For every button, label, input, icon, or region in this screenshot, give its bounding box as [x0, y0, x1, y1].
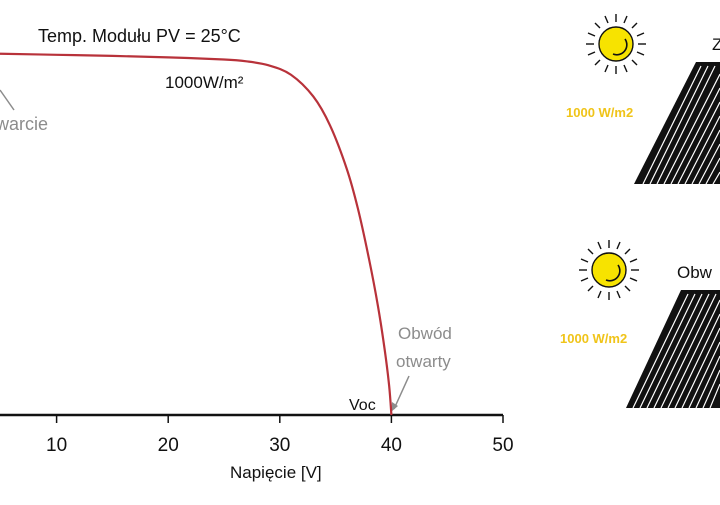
- bottom-panel-label: Obw: [677, 263, 713, 282]
- top-illustration: 1000 W/m2 Z: [566, 14, 720, 185]
- top-irradiance-label: 1000 W/m2: [566, 105, 633, 120]
- x-tick-label: 40: [381, 435, 402, 456]
- short-circuit-arrow: [0, 89, 15, 111]
- open-circuit-arrow: [393, 375, 410, 410]
- open-circuit-label-line1: Obwód: [398, 324, 452, 343]
- chart-title: Temp. Modułu PV = 25°C: [38, 26, 241, 46]
- x-axis-label: Napięcie [V]: [230, 463, 322, 482]
- series-label: 1000W/m²: [165, 73, 244, 92]
- bottom-illustration: 1000 W/m2 Obw: [560, 240, 720, 409]
- voc-label: Voc: [349, 397, 376, 414]
- sun-icon: [579, 240, 639, 300]
- series-line-1000: [0, 52, 393, 416]
- x-tick-label: 50: [492, 435, 513, 456]
- short-circuit-label: warcie: [0, 114, 48, 134]
- x-tick-label: 30: [269, 435, 290, 456]
- top-panel-label: Z: [712, 35, 720, 54]
- x-tick-label: 10: [46, 435, 67, 456]
- x-tick-label: 20: [158, 435, 179, 456]
- open-circuit-label-line2: otwarty: [396, 352, 451, 371]
- bottom-irradiance-label: 1000 W/m2: [560, 331, 627, 346]
- open-circuit-arrowhead: [391, 402, 398, 412]
- top-solar-panel: [634, 62, 720, 185]
- sun-icon: [586, 14, 646, 74]
- x-axis-ticks: 10 20 30 40 50: [46, 415, 514, 456]
- bottom-solar-panel: [626, 290, 720, 409]
